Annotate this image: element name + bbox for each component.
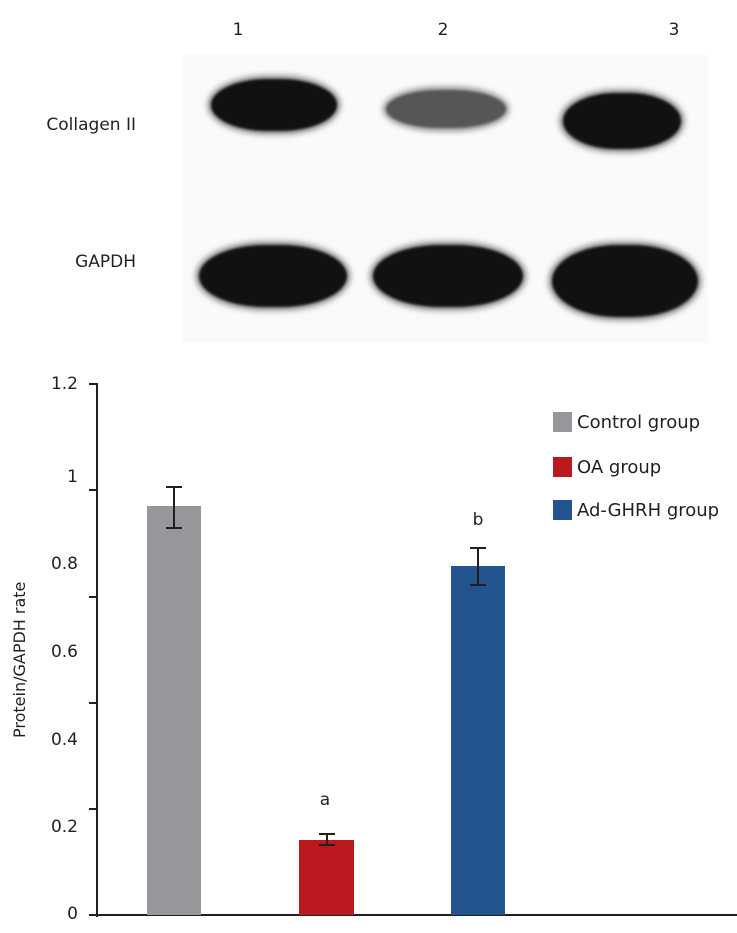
y-tick-label: 1.2 <box>50 374 78 394</box>
bar-oa-group <box>299 840 354 915</box>
y-tick-label: 0.8 <box>50 554 78 574</box>
lane-number-2: 2 <box>437 20 449 40</box>
legend-label: Ad-GHRH group <box>577 499 720 521</box>
legend-label: OA group <box>577 456 662 478</box>
band-collagen-lane-3 <box>563 93 681 149</box>
y-tick-label: 0 <box>67 904 78 924</box>
legend-item-control: Control group <box>553 411 701 433</box>
band-gapdh-lane-1 <box>199 245 347 307</box>
legend-swatch-blue <box>553 500 572 520</box>
lane-number-1: 1 <box>232 20 244 40</box>
band-collagen-lane-1 <box>211 79 337 131</box>
x-axis-line <box>89 914 737 916</box>
y-tick <box>89 808 97 810</box>
band-gapdh-lane-2 <box>373 245 523 307</box>
blot-row-label-gapdh: GAPDH <box>75 252 136 272</box>
y-tick-label: 1 <box>67 467 78 487</box>
y-tick <box>89 702 97 704</box>
bar-control-group <box>147 506 201 915</box>
y-tick-label: 0.2 <box>50 817 78 837</box>
band-gapdh-lane-3 <box>552 245 698 317</box>
legend-item-ad-ghrh: Ad-GHRH group <box>553 499 720 521</box>
y-axis-title: Protein/GAPDH rate <box>10 581 29 738</box>
legend-item-oa: OA group <box>553 456 662 478</box>
significance-label-b: b <box>472 510 484 530</box>
band-collagen-lane-2 <box>386 90 506 128</box>
blot-row-label-collagen: Collagen II <box>46 115 136 135</box>
blot-image <box>183 55 708 343</box>
lane-number-3: 3 <box>668 20 680 40</box>
y-tick <box>89 596 97 598</box>
y-axis-line <box>96 383 98 917</box>
legend-swatch-red <box>553 457 572 477</box>
legend-label: Control group <box>577 411 701 433</box>
y-tick-label: 0.6 <box>50 642 78 662</box>
y-tick-label: 0.4 <box>50 730 78 750</box>
y-tick <box>89 383 97 385</box>
significance-label-a: a <box>319 790 331 810</box>
legend-swatch-gray <box>553 412 572 432</box>
bar-ad-ghrh-group <box>451 566 505 915</box>
y-tick <box>89 489 97 491</box>
